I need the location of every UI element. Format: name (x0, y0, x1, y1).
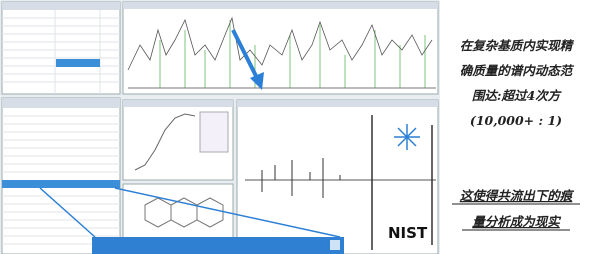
mini-spectrum (123, 100, 233, 180)
mass-spectrum: NIST (237, 100, 438, 254)
conclusion-line: 量分析成为现实 (472, 214, 561, 229)
claim-text: 在复杂基质内实现精 确质量的谱内动态范 围达:超过4次方 (10,000+ : … (452, 38, 580, 230)
nist-logo: NIST (388, 224, 428, 242)
chromatogram (123, 2, 438, 94)
compound-list (2, 98, 120, 254)
claim-line: 围达:超过4次方 (472, 88, 563, 103)
slide: NIST 在复杂基质内实现精 确质量的谱内动态范 围达:超过4次方 (10,00… (0, 0, 592, 254)
claim-line: 确质量的谱内动态范 (460, 63, 575, 78)
sample-table (2, 2, 120, 94)
claim-line: 在复杂基质内实现精 (460, 38, 575, 53)
ratio: (10,000+ : 1) (470, 113, 562, 128)
conclusion-line: 这使得共流出下的痕 (460, 188, 575, 203)
